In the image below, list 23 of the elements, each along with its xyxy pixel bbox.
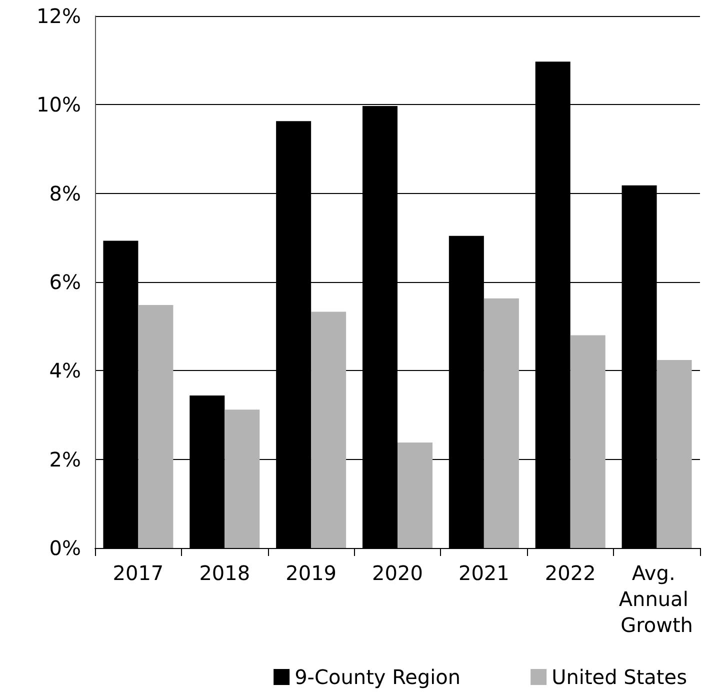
bar: [138, 305, 174, 548]
y-tick-label: 8%: [49, 181, 81, 206]
x-tick-label: Avg. Annual Growth: [618, 561, 695, 637]
legend-label: United States: [552, 665, 688, 689]
bar: [570, 335, 606, 548]
bar: [224, 410, 260, 548]
y-tick-label: 10%: [36, 92, 81, 117]
legend-label: 9-County Region: [294, 665, 461, 689]
y-tick-label: 4%: [49, 358, 81, 383]
y-tick-label: 12%: [36, 4, 81, 28]
bar: [311, 312, 346, 548]
x-tick-label: 2020: [372, 561, 423, 585]
bar: [656, 360, 692, 548]
x-tick-label: 2019: [286, 561, 337, 585]
bar: [398, 442, 432, 548]
x-tick-label: 2021: [458, 561, 510, 585]
x-tick-label: 2017: [112, 561, 164, 585]
y-tick-label: 0%: [49, 536, 81, 560]
x-tick-label: 2018: [199, 561, 250, 585]
bar: [484, 298, 519, 548]
y-tick-label: 6%: [49, 270, 81, 294]
y-tick-label: 2%: [49, 447, 81, 472]
x-tick-label: 2022: [544, 561, 596, 585]
